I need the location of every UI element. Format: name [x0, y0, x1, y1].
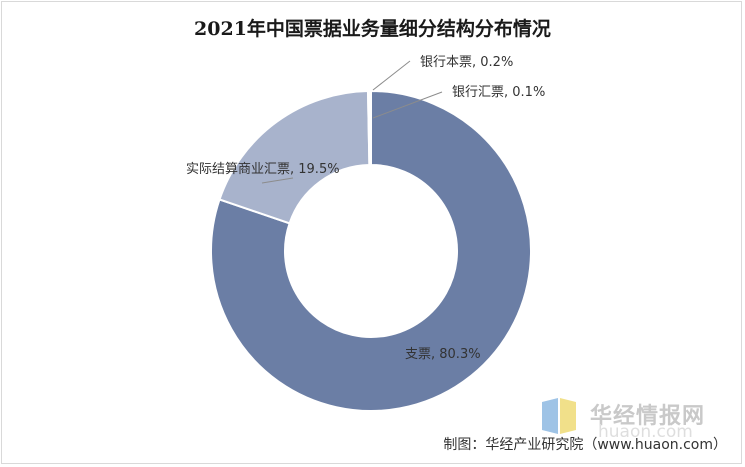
data-label-yinhang-benpiao: 银行本票, 0.2%: [420, 55, 513, 70]
watermark-domain: huaon.com: [598, 422, 693, 442]
leader-line-yinhang-benpiao: [372, 60, 411, 91]
leader-line-yinhang-huipiao: [372, 91, 443, 119]
data-label-shangye-huipiao: 实际结算商业汇票, 19.5%: [186, 162, 340, 177]
watermark: 华经情报网 huaon.com: [538, 392, 738, 442]
data-label-zhipiao: 支票, 80.3%: [405, 347, 481, 362]
chart-title: 2021年中国票据业务量细分结构分布情况: [194, 18, 551, 40]
slice-zhipiao: [210, 89, 532, 412]
slice-shangye-huipiao: [218, 90, 371, 225]
slice-yinhang-huipiao: [368, 89, 372, 167]
source-note: 制图：华经产业研究院（www.huaon.com）: [443, 437, 727, 453]
watermark-name: 华经情报网: [590, 404, 706, 429]
data-label-yinhang-huipiao: 银行汇票, 0.1%: [452, 85, 545, 100]
huajing-logo-icon: [542, 398, 576, 434]
leader-line-shangye-huipiao: [261, 177, 294, 184]
